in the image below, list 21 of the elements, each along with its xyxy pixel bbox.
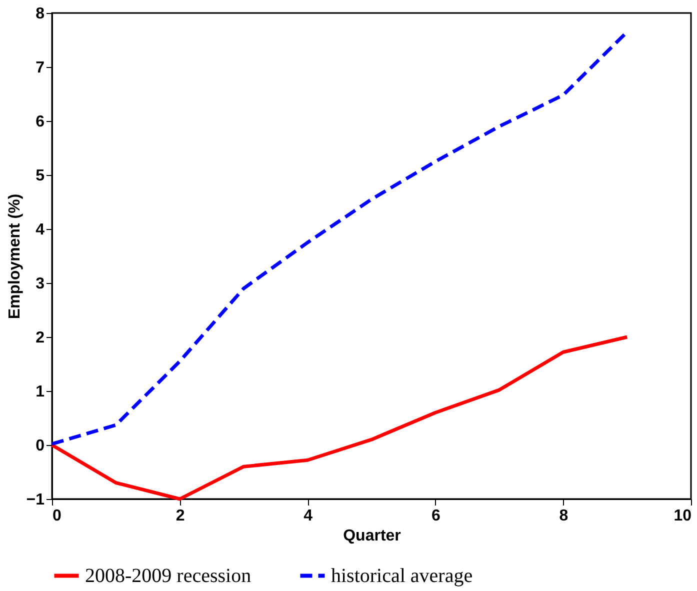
- line-series: [50, 335, 629, 501]
- y-tick-label: 3: [36, 276, 45, 292]
- x-tick-label: 2: [176, 508, 185, 524]
- x-tick-label: 8: [559, 508, 568, 524]
- y-tick-label: 2: [36, 330, 45, 346]
- legend-label: historical average: [331, 564, 473, 587]
- y-tick-label: 1: [36, 384, 45, 400]
- x-tick-label: 10: [674, 508, 692, 524]
- x-tick-label: 4: [304, 508, 313, 524]
- y-tick-label: 4: [36, 222, 45, 238]
- y-tick-label: −1: [26, 492, 45, 508]
- y-tick-label: 5: [36, 168, 45, 184]
- y-tick-label: 8: [36, 6, 45, 22]
- y-tick-label: 7: [36, 60, 45, 76]
- y-axis-title: Employment (%): [6, 194, 24, 320]
- x-axis-title: Quarter: [343, 528, 401, 544]
- legend-label: 2008-2009 recession: [85, 564, 252, 587]
- y-tick-label: 0: [36, 438, 45, 454]
- x-tick-label: 6: [431, 508, 440, 524]
- y-tick-label: 6: [36, 114, 45, 130]
- x-tick-label: 0: [52, 508, 62, 524]
